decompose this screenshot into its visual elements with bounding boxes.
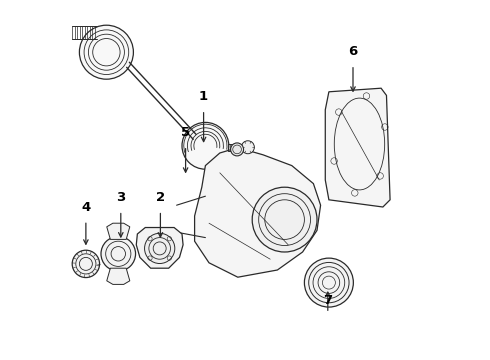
Polygon shape bbox=[136, 228, 183, 268]
Circle shape bbox=[231, 143, 244, 156]
Text: 5: 5 bbox=[181, 126, 190, 139]
Circle shape bbox=[79, 25, 133, 79]
Polygon shape bbox=[195, 148, 320, 277]
Polygon shape bbox=[107, 268, 130, 284]
Circle shape bbox=[72, 250, 99, 278]
Polygon shape bbox=[325, 88, 390, 207]
Circle shape bbox=[101, 237, 136, 271]
Text: 2: 2 bbox=[156, 191, 165, 204]
Text: 4: 4 bbox=[81, 201, 91, 214]
Text: 1: 1 bbox=[199, 90, 208, 103]
Text: 6: 6 bbox=[348, 45, 358, 58]
Circle shape bbox=[304, 258, 353, 307]
Polygon shape bbox=[107, 223, 130, 239]
Text: 7: 7 bbox=[323, 294, 332, 307]
Text: 3: 3 bbox=[116, 191, 125, 204]
Circle shape bbox=[252, 187, 317, 252]
Circle shape bbox=[182, 122, 229, 169]
Circle shape bbox=[145, 233, 175, 264]
Circle shape bbox=[242, 141, 254, 154]
